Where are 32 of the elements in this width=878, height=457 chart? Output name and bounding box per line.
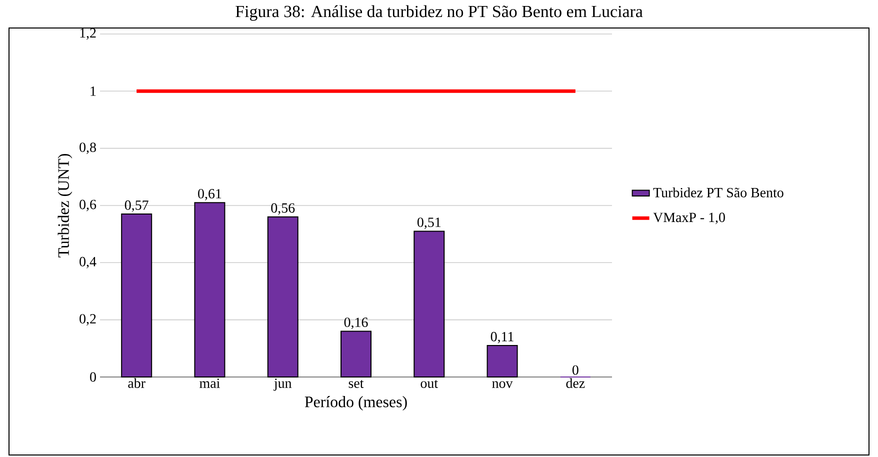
bar: [121, 214, 152, 378]
x-axis-title: Período (meses): [304, 396, 407, 411]
y-tick-label: 1: [90, 86, 96, 96]
data-label: 0,61: [198, 189, 222, 200]
data-label: 0,16: [344, 318, 368, 330]
x-tick-label: dez: [566, 378, 585, 388]
bar: [486, 345, 518, 378]
bar: [340, 330, 372, 378]
y-tick-label: 0,2: [80, 314, 96, 326]
data-label: 0,11: [490, 332, 514, 344]
data-label: 0,57: [124, 200, 148, 212]
y-tick-label: 1,2: [80, 28, 96, 40]
chart-title: Figura 38: Análise da turbidez no PT São Bento em Luciara: [236, 5, 643, 21]
x-tick-label: nov: [492, 381, 513, 388]
y-tick-label: 0,8: [80, 142, 96, 154]
x-tick-label: out: [420, 380, 438, 388]
bar: [267, 216, 298, 378]
x-tick-label: jun: [274, 378, 292, 391]
data-label: 0,56: [271, 203, 295, 215]
data-label: 0: [572, 365, 578, 375]
legend-label: VMaxP - 1,0: [653, 212, 725, 224]
x-tick-label: mai: [200, 378, 220, 388]
y-tick-label: 0,4: [80, 256, 96, 268]
legend-label: Turbidez PT São Bento: [653, 188, 784, 198]
x-tick-label: abr: [128, 378, 146, 388]
bar: [414, 230, 445, 378]
bar: [194, 202, 226, 378]
y-axis-title: Turbidez (UNT): [58, 154, 72, 258]
y-tick-label: 0,6: [80, 200, 96, 212]
y-tick-label: 0: [90, 372, 96, 382]
x-tick-label: set: [348, 380, 364, 388]
data-label: 0,51: [417, 218, 441, 230]
